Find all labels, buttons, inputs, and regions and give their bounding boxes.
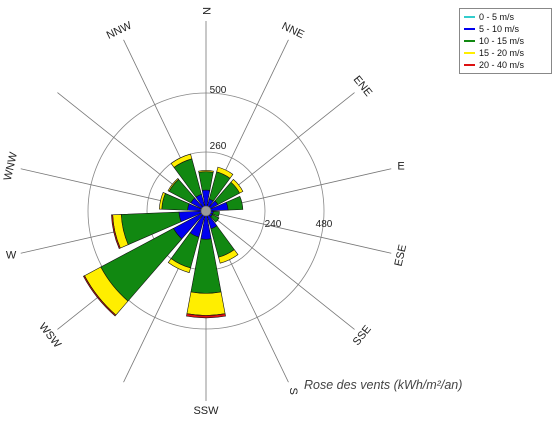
legend-swatch — [464, 52, 475, 54]
direction-label-wsw: WSW — [36, 321, 63, 351]
petal-sse-series-2 — [210, 214, 220, 223]
direction-label-s: S — [287, 388, 299, 395]
direction-label-ssw: SSW — [193, 405, 219, 417]
axis-ese — [205, 210, 392, 254]
direction-label-nne: NNE — [280, 20, 306, 41]
direction-label-sse: SSE — [351, 323, 374, 348]
legend-item: 20 - 40 m/s — [464, 59, 547, 71]
legend-label: 5 - 10 m/s — [479, 24, 520, 34]
petal-nnw-series-3 — [170, 153, 193, 168]
petal-n-series-2 — [198, 171, 214, 191]
direction-label-w: W — [6, 249, 17, 261]
legend-swatch — [464, 28, 475, 30]
legend-swatch — [464, 40, 475, 42]
legend-item: 15 - 20 m/s — [464, 47, 547, 59]
legend: 0 - 5 m/s 5 - 10 m/s 10 - 15 m/s 15 - 20 m/… — [459, 8, 552, 74]
axis-sse — [205, 210, 355, 330]
legend-label: 20 - 40 m/s — [479, 60, 525, 70]
petal-ssw-series-4 — [186, 313, 226, 319]
legend-swatch — [464, 16, 475, 18]
direction-label-e: E — [397, 160, 404, 172]
ring-label-240: 240 — [265, 219, 282, 230]
legend-label: 10 - 15 m/s — [479, 36, 525, 46]
petal-e-series-2 — [226, 195, 244, 211]
legend-item: 5 - 10 m/s — [464, 23, 547, 35]
petal-ssw-series-3 — [186, 291, 226, 316]
ring-label-north-500: 500 — [210, 85, 227, 96]
direction-label-ene: ENE — [351, 74, 374, 99]
petal-w-series-4 — [111, 214, 121, 249]
petal-sw-series-3 — [167, 258, 191, 274]
direction-label-n: N — [200, 7, 212, 15]
legend-label: 15 - 20 m/s — [479, 48, 525, 58]
petal-wsw-series-4 — [82, 275, 117, 317]
center-hub — [200, 205, 212, 217]
chart-caption: Rose des vents (kWh/m²/an) — [304, 378, 463, 392]
petal-nne-series-3 — [216, 166, 234, 179]
petal-s-series-3 — [218, 249, 239, 264]
direction-label-nnw: NNW — [105, 19, 134, 41]
petal-ese-series-2 — [212, 210, 220, 217]
ring-label-north-260: 260 — [210, 141, 227, 152]
ring-label-480: 480 — [316, 219, 333, 230]
direction-label-wnw: WNW — [2, 151, 20, 182]
legend-swatch — [464, 64, 475, 66]
direction-label-ese: ESE — [393, 243, 410, 267]
petal-nw-series-3 — [167, 178, 180, 192]
legend-label: 0 - 5 m/s — [479, 12, 515, 22]
petal-n-series-3 — [198, 170, 214, 173]
legend-item: 0 - 5 m/s — [464, 11, 547, 23]
petal-ene-series-3 — [230, 178, 244, 194]
petal-wnw-series-3 — [159, 192, 166, 210]
legend-item: 10 - 15 m/s — [464, 35, 547, 47]
